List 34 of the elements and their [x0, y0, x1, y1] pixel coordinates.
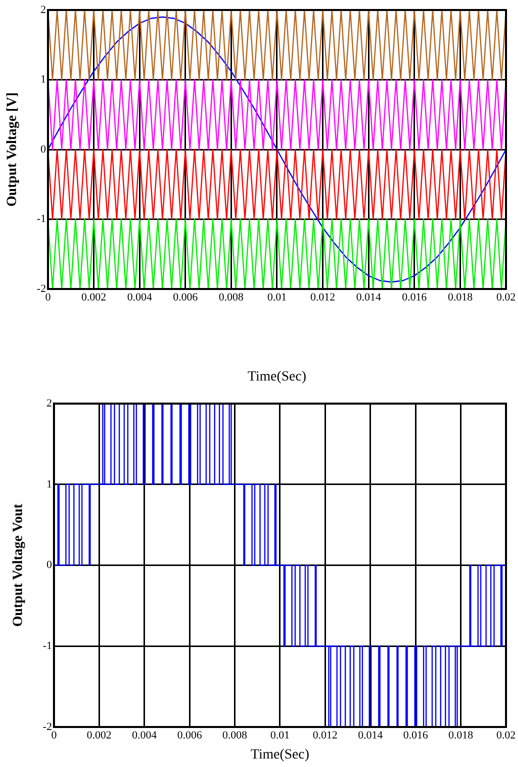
y-tick-label: 0	[46, 559, 52, 572]
x-tick-label: 0.006	[173, 291, 198, 304]
y-tick-label: 1	[46, 478, 52, 490]
y-axis-title: Output Voltage [V]	[5, 92, 20, 207]
x-tick-label: 0.018	[448, 291, 474, 304]
x-tick-label: 0.014	[356, 291, 382, 304]
y-axis-title: Output Voltage Vout	[11, 504, 26, 627]
x-tick-label: 0.01	[270, 729, 290, 742]
x-tick-label: 0.002	[86, 729, 112, 742]
x-tick-label: 0.008	[218, 291, 244, 304]
x-tick-label: 0.018	[448, 729, 474, 742]
y-tick-label: 1	[40, 74, 46, 86]
x-tick-label: 0.012	[310, 291, 336, 304]
x-axis-title: Time(Sec)	[248, 369, 307, 384]
x-tick-label: 0.01	[267, 291, 287, 304]
x-tick-label: 0.002	[81, 291, 106, 304]
x-tick-label: 0.012	[312, 729, 338, 742]
x-tick-label: 0.02	[496, 291, 516, 304]
x-tick-label: 0.02	[496, 729, 516, 742]
x-axis-title: Time(Sec)	[250, 747, 310, 762]
x-tick-label: 0.016	[402, 291, 428, 304]
y-tick-label: -2	[36, 282, 46, 295]
y-tick-label: -2	[42, 720, 52, 733]
x-tick-label: 0.006	[177, 729, 202, 742]
x-tick-label: 0.008	[222, 729, 248, 742]
x-tick-label: 0.016	[403, 729, 428, 742]
x-tick-label: 0.014	[358, 729, 384, 742]
y-tick-label: 2	[40, 4, 46, 16]
y-tick-label: -1	[42, 640, 52, 652]
y-tick-label: -1	[36, 213, 46, 226]
x-tick-label: 0.004	[127, 291, 152, 304]
x-tick-label: 0.004	[132, 729, 158, 742]
y-tick-label: 0	[40, 143, 46, 156]
y-tick-label: 2	[46, 397, 52, 410]
